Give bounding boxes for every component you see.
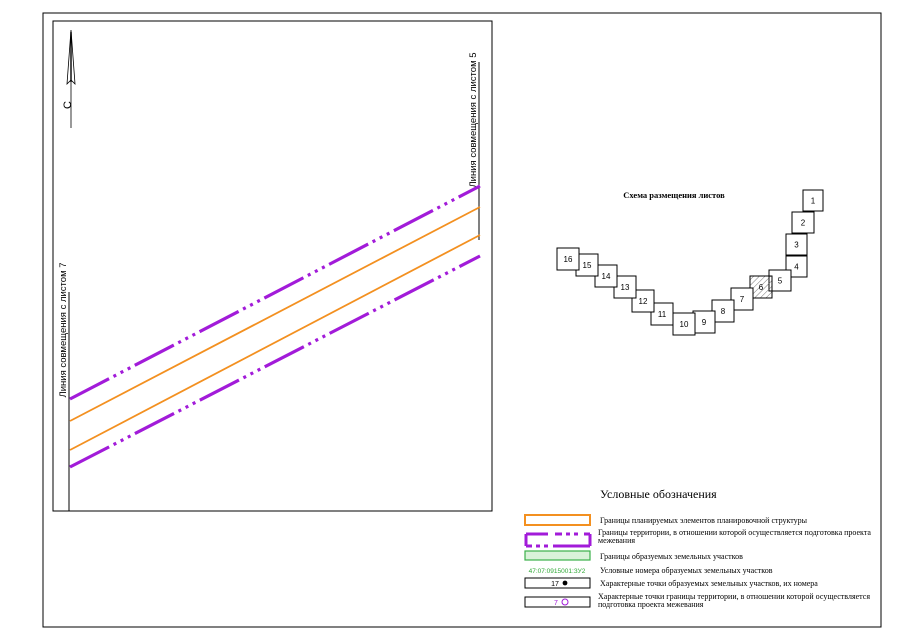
sheet-number-2: 2	[801, 219, 806, 228]
legend-sample-boundary-point: 7	[554, 600, 558, 607]
match-line-right-label: Линия совмещения с листом 5	[468, 52, 479, 187]
sheet-scheme-title: Схема размещения листов	[623, 190, 725, 200]
legend-label-territory: Границы территории, в отношении которой …	[598, 529, 871, 545]
legend-title: Условные обозначения	[600, 487, 717, 501]
legend-label-parcel-point: Характерные точки образуемых земельных у…	[600, 579, 818, 588]
sheet-frame	[42, 12, 882, 628]
sheet-box-12	[631, 289, 655, 313]
sheet-number-11: 11	[658, 310, 667, 319]
legend-sample-parcel-point: 17	[551, 581, 559, 588]
north-arrow-icon: С	[62, 29, 76, 128]
sheet-number-9: 9	[702, 318, 707, 327]
sheet-number-12: 12	[639, 297, 648, 306]
sheet-box-11	[650, 302, 674, 326]
sheet-box-1	[802, 189, 824, 212]
legend-swatch-territory	[524, 532, 592, 548]
sheet-number-4: 4	[794, 263, 799, 272]
sheet-number-13: 13	[621, 283, 630, 292]
legend-label-territory-wrap: Границы территории, в отношении которой …	[598, 529, 871, 545]
legend-label-parcel-number: Условные номера образуемых земельных уча…	[600, 566, 773, 575]
sheet-number-6: 6	[759, 283, 764, 292]
legend-swatch-parcel-point	[524, 577, 591, 589]
boundary-point-circle-icon	[561, 598, 569, 606]
sheet-box-7	[730, 287, 754, 311]
legend-label-boundary-point: Характерные точки границы территории, в …	[598, 593, 870, 609]
sheet-box-2	[791, 211, 815, 234]
sheet-box-16	[556, 247, 580, 271]
sheet-number-14: 14	[602, 272, 611, 281]
sheet-number-1: 1	[811, 197, 816, 206]
planning-boundary-line-upper	[69, 206, 481, 422]
legend-swatch-parcel	[524, 550, 591, 561]
legend-label-boundary-point-wrap: Характерные точки границы территории, в …	[598, 593, 870, 609]
territory-boundary-line-lower	[69, 254, 481, 469]
sheet-box-6	[749, 275, 773, 299]
sheet-number-5: 5	[778, 277, 783, 286]
north-label: С	[62, 101, 74, 109]
sheet-number-7: 7	[740, 295, 745, 304]
legend-label-planning: Границы планируемых элементов планировоч…	[600, 516, 808, 525]
sheet-number-15: 15	[583, 261, 592, 270]
parcel-point-dot-icon	[562, 580, 568, 586]
sheet-number-8: 8	[721, 307, 726, 316]
legend-swatch-planning	[524, 514, 591, 526]
map-frame	[52, 20, 493, 512]
legend-sample-parcel-number: 47:07:0915001:ЗУ2	[529, 568, 586, 575]
sheet-number-10: 10	[680, 320, 689, 329]
sheet-number-16: 16	[564, 255, 573, 264]
legend-label-parcel: Границы образуемых земельных участков	[600, 552, 743, 561]
sheet-number-3: 3	[794, 241, 799, 250]
legend-swatch-boundary-point	[524, 596, 591, 608]
territory-boundary-line-upper	[69, 184, 481, 401]
sheet-box-3	[785, 233, 808, 256]
planning-boundary-line-lower	[69, 234, 481, 451]
match-line-left-label: Линия совмещения с листом 7	[58, 262, 69, 397]
